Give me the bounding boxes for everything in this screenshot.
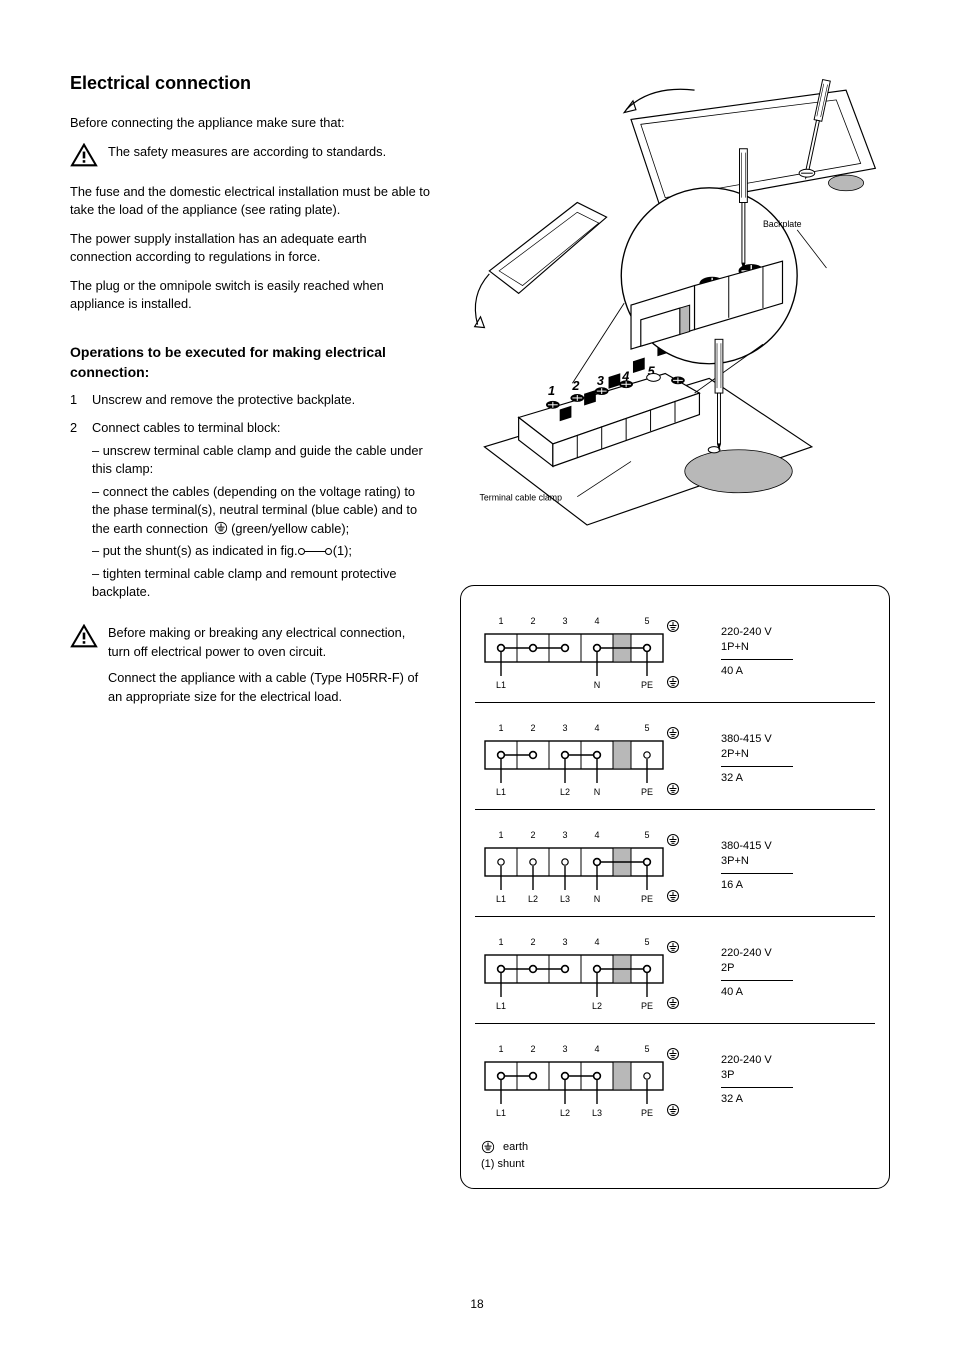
svg-text:1: 1 [498,830,503,840]
wiring-row: 1 2 3 4 5 L1 L2 L3 PE 220-240 V3P32 A [475,1023,875,1130]
svg-text:1: 1 [498,723,503,733]
step-num: 2 [70,419,84,602]
step-line: – tighten terminal cable clamp and remou… [92,565,430,602]
svg-text:2: 2 [530,723,535,733]
svg-text:PE: PE [641,1108,653,1118]
svg-text:2: 2 [530,830,535,840]
warning-1: The safety measures are according to sta… [70,143,430,167]
warning-4: The plug or the omnipole switch is easil… [70,277,430,314]
wiring-row: 1 2 3 4 5 L1 L2 L3 N PE 380-415 V3P+N16 A [475,809,875,916]
step-body: Unscrew and remove the protective backpl… [92,391,430,410]
wiring-diagram: 1 2 3 4 5 L1 L2 N PE [475,713,705,801]
svg-text:L1: L1 [496,787,506,797]
earth-legend: earth [475,1140,875,1154]
svg-text:2: 2 [530,616,535,626]
wiring-diagram: 1 2 3 4 5 L1 L2 L3 PE [475,1034,705,1122]
installation-figure: 1 2 3 4 5 [460,70,890,550]
wiring-table: 1 2 3 4 5 L1 N PE 220-240 V1P+N40 A 1 2 3 4 5 L1 L2 N P… [460,585,890,1189]
step-1: 1 Unscrew and remove the protective back… [70,391,430,410]
svg-text:5: 5 [644,830,649,840]
step-line: – unscrew terminal cable clamp and guide… [92,442,430,479]
svg-text:2: 2 [530,1044,535,1054]
svg-text:L2: L2 [528,894,538,904]
warning-text: Before making or breaking any electrical… [108,624,430,706]
svg-text:L1: L1 [496,894,506,904]
wiring-diagram: 1 2 3 4 5 L1 L2 L3 N PE [475,820,705,908]
right-column: 1 2 3 4 5 [460,70,890,1277]
shunt-symbol [301,551,329,552]
wiring-diagram: 1 2 3 4 5 L1 N PE [475,606,705,694]
svg-text:1: 1 [498,1044,503,1054]
svg-text:4: 4 [594,723,599,733]
page-number: 18 [70,1277,884,1311]
wiring-row: 1 2 3 4 5 L1 L2 PE 220-240 V2P40 A [475,916,875,1023]
svg-text:L3: L3 [592,1108,602,1118]
svg-text:4: 4 [594,1044,599,1054]
terminal-clamp-label: Terminal cable clamp [480,493,563,503]
step-line: Connect cables to terminal block: [92,419,430,438]
svg-text:1: 1 [548,384,555,398]
shunt-footnote: (1) shunt [475,1158,875,1170]
svg-text:N: N [594,787,601,797]
earth-icon [214,521,228,535]
warning-icon [70,624,98,648]
svg-text:3: 3 [597,374,604,388]
svg-text:5: 5 [644,723,649,733]
warning-3: The power supply installation has an ade… [70,230,430,267]
svg-text:2: 2 [530,937,535,947]
svg-text:L2: L2 [560,1108,570,1118]
svg-text:L1: L1 [496,680,506,690]
svg-text:PE: PE [641,1001,653,1011]
step-line: – put the shunt(s) as indicated in fig. … [92,542,430,561]
svg-text:4: 4 [594,616,599,626]
wiring-spec: 220-240 V1P+N40 A [721,621,875,679]
svg-text:3: 3 [562,937,567,947]
backplate-label: Backplate [763,219,802,229]
svg-text:L3: L3 [560,894,570,904]
svg-text:PE: PE [641,787,653,797]
wiring-spec: 380-415 V3P+N16 A [721,835,875,893]
svg-text:PE: PE [641,894,653,904]
svg-text:L2: L2 [560,787,570,797]
svg-text:L1: L1 [496,1108,506,1118]
svg-text:1: 1 [498,616,503,626]
wiring-spec: 220-240 V3P32 A [721,1049,875,1107]
svg-text:3: 3 [562,830,567,840]
section-title: Electrical connection [70,70,430,96]
svg-text:3: 3 [562,1044,567,1054]
intro-para: Before connecting the appliance make sur… [70,114,430,133]
svg-text:PE: PE [641,680,653,690]
step-2: 2 Connect cables to terminal block: – un… [70,419,430,602]
svg-text:N: N [594,894,601,904]
step-body: Connect cables to terminal block: – unsc… [92,419,430,602]
warning-bottom: Before making or breaking any electrical… [70,624,430,706]
step-num: 1 [70,391,84,410]
svg-text:N: N [594,680,601,690]
wiring-spec: 380-415 V2P+N32 A [721,728,875,786]
svg-text:4: 4 [594,830,599,840]
svg-text:2: 2 [571,379,579,393]
svg-text:5: 5 [644,1044,649,1054]
wiring-row: 1 2 3 4 5 L1 N PE 220-240 V1P+N40 A [475,596,875,702]
svg-text:3: 3 [562,723,567,733]
warning-2: The fuse and the domestic electrical ins… [70,183,430,220]
wiring-diagram: 1 2 3 4 5 L1 L2 PE [475,927,705,1015]
wiring-spec: 220-240 V2P40 A [721,942,875,1000]
svg-text:4: 4 [594,937,599,947]
svg-text:1: 1 [498,937,503,947]
svg-text:L1: L1 [496,1001,506,1011]
warning-text: The safety measures are according to sta… [108,143,386,167]
wiring-row: 1 2 3 4 5 L1 L2 N PE 380-415 V2P+N32 A [475,702,875,809]
sub-title: Operations to be executed for making ele… [70,342,430,383]
step-line: – connect the cables (depending on the v… [92,483,430,539]
svg-text:5: 5 [644,616,649,626]
svg-text:5: 5 [644,937,649,947]
svg-text:L2: L2 [592,1001,602,1011]
warning-icon [70,143,98,167]
left-column: Electrical connection Before connecting … [70,70,430,1277]
svg-text:3: 3 [562,616,567,626]
